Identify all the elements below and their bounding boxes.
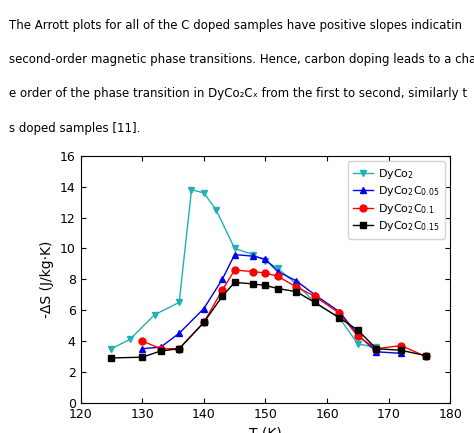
X-axis label: T (K): T (K) — [249, 426, 282, 433]
DyCo$_2$C$_{0.15}$ — [293, 289, 299, 294]
DyCo$_2$C$_{0.1}$ — [275, 274, 281, 279]
DyCo$_2$ — [263, 258, 268, 263]
DyCo$_2$C$_{0.05}$ — [398, 351, 404, 356]
DyCo$_2$C$_{0.1}$ — [176, 346, 182, 351]
DyCo$_2$C$_{0.15}$ — [275, 286, 281, 291]
DyCo$_2$C$_{0.05}$ — [312, 292, 318, 297]
DyCo$_2$ — [374, 345, 379, 350]
DyCo$_2$ — [201, 190, 207, 195]
DyCo$_2$C$_{0.05}$ — [337, 309, 342, 314]
Line: DyCo$_2$C$_{0.05}$: DyCo$_2$C$_{0.05}$ — [139, 251, 404, 357]
DyCo$_2$ — [189, 187, 194, 192]
DyCo$_2$ — [127, 337, 133, 342]
DyCo$_2$C$_{0.15}$ — [176, 346, 182, 351]
DyCo$_2$C$_{0.15}$ — [312, 300, 318, 305]
DyCo$_2$C$_{0.15}$ — [139, 355, 145, 360]
DyCo$_2$C$_{0.05}$ — [275, 269, 281, 274]
Y-axis label: -ΔS (J/kg·K): -ΔS (J/kg·K) — [40, 241, 55, 318]
Text: s doped samples [11].: s doped samples [11]. — [9, 122, 141, 135]
DyCo$_2$C$_{0.1}$ — [201, 320, 207, 325]
DyCo$_2$C$_{0.15}$ — [263, 283, 268, 288]
Text: second-order magnetic phase transitions. Hence, carbon doping leads to a chang: second-order magnetic phase transitions.… — [9, 53, 474, 66]
Line: DyCo$_2$: DyCo$_2$ — [108, 186, 380, 352]
Line: DyCo$_2$C$_{0.1}$: DyCo$_2$C$_{0.1}$ — [139, 267, 429, 360]
DyCo$_2$C$_{0.1}$ — [293, 284, 299, 290]
DyCo$_2$C$_{0.15}$ — [398, 348, 404, 353]
DyCo$_2$ — [213, 207, 219, 213]
DyCo$_2$C$_{0.15}$ — [374, 346, 379, 351]
DyCo$_2$C$_{0.05}$ — [263, 257, 268, 262]
DyCo$_2$C$_{0.1}$ — [398, 343, 404, 348]
DyCo$_2$C$_{0.05}$ — [293, 278, 299, 284]
DyCo$_2$C$_{0.05}$ — [232, 252, 237, 257]
DyCo$_2$ — [250, 252, 256, 257]
DyCo$_2$C$_{0.15}$ — [232, 280, 237, 285]
DyCo$_2$ — [109, 346, 114, 351]
DyCo$_2$C$_{0.05}$ — [219, 277, 225, 282]
DyCo$_2$ — [152, 312, 157, 317]
DyCo$_2$ — [293, 281, 299, 287]
DyCo$_2$C$_{0.1}$ — [158, 346, 164, 351]
DyCo$_2$C$_{0.05}$ — [374, 349, 379, 354]
DyCo$_2$C$_{0.15}$ — [250, 281, 256, 287]
DyCo$_2$C$_{0.1}$ — [312, 294, 318, 299]
DyCo$_2$C$_{0.1}$ — [337, 310, 342, 316]
DyCo$_2$C$_{0.1}$ — [374, 346, 379, 351]
DyCo$_2$ — [275, 266, 281, 271]
DyCo$_2$ — [176, 300, 182, 305]
DyCo$_2$ — [232, 246, 237, 251]
DyCo$_2$C$_{0.15}$ — [109, 355, 114, 361]
DyCo$_2$C$_{0.15}$ — [219, 294, 225, 299]
DyCo$_2$ — [337, 315, 342, 320]
DyCo$_2$C$_{0.15}$ — [337, 315, 342, 320]
Line: DyCo$_2$C$_{0.15}$: DyCo$_2$C$_{0.15}$ — [108, 279, 429, 362]
Text: The Arrott plots for all of the C doped samples have positive slopes indicatin: The Arrott plots for all of the C doped … — [9, 19, 463, 32]
DyCo$_2$C$_{0.05}$ — [158, 345, 164, 350]
DyCo$_2$C$_{0.1}$ — [232, 268, 237, 273]
DyCo$_2$C$_{0.15}$ — [355, 328, 361, 333]
DyCo$_2$C$_{0.05}$ — [355, 332, 361, 337]
DyCo$_2$C$_{0.15}$ — [423, 353, 428, 358]
DyCo$_2$C$_{0.1}$ — [355, 334, 361, 339]
DyCo$_2$C$_{0.1}$ — [423, 354, 428, 359]
DyCo$_2$C$_{0.05}$ — [250, 254, 256, 259]
DyCo$_2$C$_{0.05}$ — [201, 306, 207, 311]
DyCo$_2$ — [312, 300, 318, 305]
DyCo$_2$C$_{0.05}$ — [176, 331, 182, 336]
Text: e order of the phase transition in DyCo₂Cₓ from the first to second, similarly t: e order of the phase transition in DyCo₂… — [9, 87, 468, 100]
DyCo$_2$C$_{0.1}$ — [250, 269, 256, 274]
DyCo$_2$C$_{0.1}$ — [139, 339, 145, 344]
DyCo$_2$C$_{0.15}$ — [158, 349, 164, 354]
DyCo$_2$ — [355, 342, 361, 347]
Legend: DyCo$_2$, DyCo$_2$C$_{0.05}$, DyCo$_2$C$_{0.1}$, DyCo$_2$C$_{0.15}$: DyCo$_2$, DyCo$_2$C$_{0.05}$, DyCo$_2$C$… — [347, 162, 445, 239]
DyCo$_2$C$_{0.05}$ — [139, 346, 145, 351]
DyCo$_2$C$_{0.15}$ — [201, 320, 207, 325]
DyCo$_2$C$_{0.1}$ — [219, 288, 225, 293]
DyCo$_2$C$_{0.1}$ — [263, 271, 268, 276]
